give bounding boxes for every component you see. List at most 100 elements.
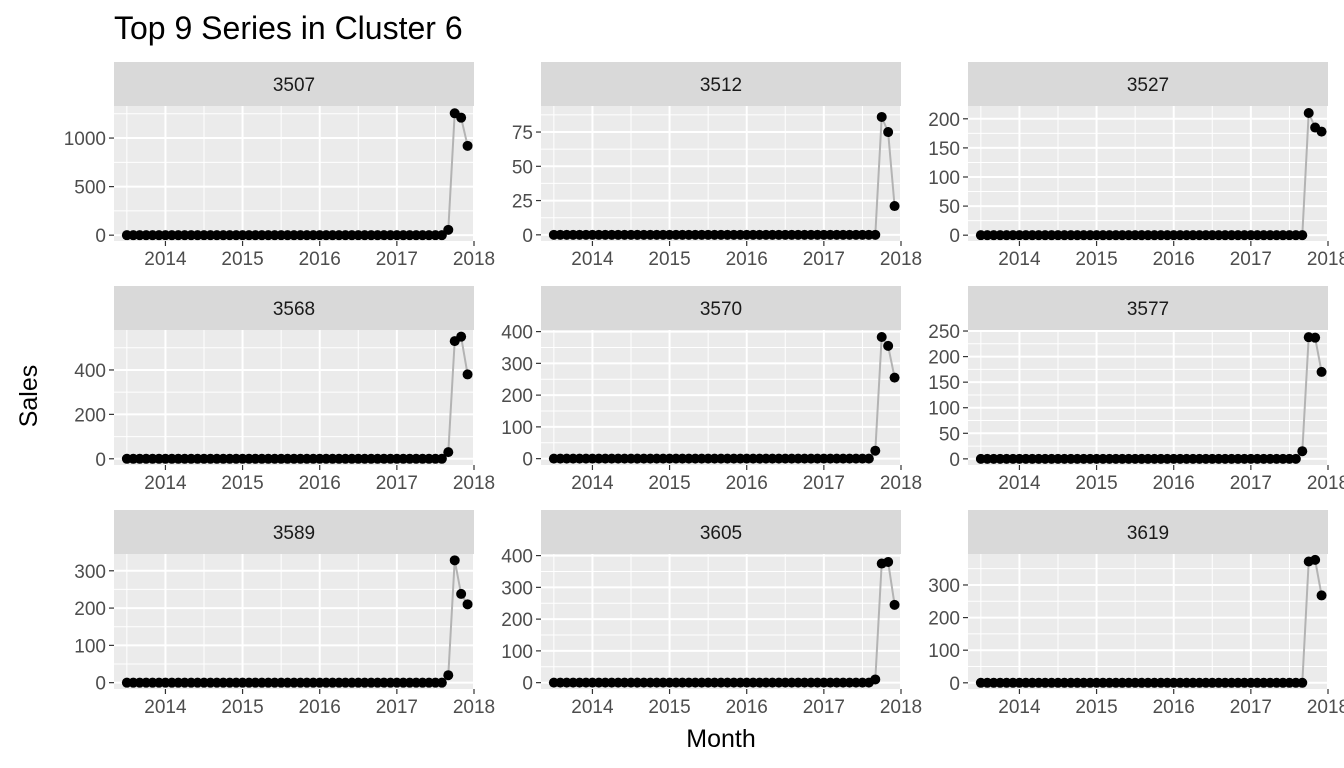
y-tick-label: 100 [501,642,533,663]
y-axis-title: Sales [15,365,43,428]
facet-label-3577: 3577 [1127,299,1169,320]
x-tick-label: 2017 [803,473,845,494]
x-tick-label: 2016 [299,697,341,718]
x-tick-label: 2018 [880,473,922,494]
y-tick-label: 100 [928,168,960,189]
x-tick-label: 2018 [880,697,922,718]
y-tick-label: 0 [522,674,533,695]
data-point [1297,446,1308,457]
y-tick-label: 200 [928,110,960,131]
facet-strip-3619 [968,510,1328,554]
facet-strip-3605 [541,510,901,554]
data-point [870,229,881,240]
data-point [436,677,447,688]
facet-strip-3507 [114,62,474,106]
x-tick-label: 2014 [998,473,1041,494]
data-point [1297,230,1308,241]
facet-label-3619: 3619 [1127,523,1169,544]
x-tick-label: 2015 [1075,697,1117,718]
y-tick-label: 200 [74,599,106,620]
data-point [883,340,894,351]
facet-strip-3527 [968,62,1328,106]
x-tick-label: 2018 [1307,249,1344,270]
x-tick-label: 2017 [376,249,418,270]
y-tick-label: 50 [939,424,960,445]
x-tick-label: 2018 [453,249,495,270]
data-point [1303,107,1314,118]
y-tick-label: 400 [501,323,533,344]
data-point [1316,590,1327,601]
x-tick-label: 2017 [376,473,418,494]
facet-label-3512: 3512 [700,75,742,96]
y-tick-label: 200 [501,386,533,407]
data-point [1316,366,1327,377]
facet-strip-3570 [541,286,901,330]
x-tick-label: 2018 [453,697,495,718]
y-tick-label: 300 [501,354,533,375]
data-point [876,331,887,342]
y-tick-label: 250 [928,322,960,343]
x-tick-label: 2017 [803,249,845,270]
facet-label-3570: 3570 [700,299,742,320]
data-point [456,588,467,599]
x-tick-label: 2016 [1153,249,1195,270]
y-tick-label: 200 [928,348,960,369]
x-tick-label: 2016 [299,473,341,494]
x-tick-label: 2014 [998,697,1041,718]
data-point [870,445,881,456]
data-point [456,331,467,342]
y-tick-label: 100 [928,641,960,662]
data-point [456,112,467,123]
data-point [1316,126,1327,137]
facet-strip-3589 [114,510,474,554]
data-point [443,447,454,458]
y-tick-label: 400 [74,361,106,382]
panel-bg-3619 [968,554,1328,689]
data-point [863,453,874,464]
x-tick-label: 2014 [144,249,187,270]
x-tick-label: 2018 [880,249,922,270]
y-tick-label: 150 [928,373,960,394]
y-tick-label: 400 [501,547,533,568]
y-tick-label: 75 [512,123,533,144]
panel-bg-3589 [114,554,474,689]
data-point [1310,554,1321,565]
y-tick-label: 0 [95,450,106,471]
y-tick-label: 500 [74,178,106,199]
x-tick-label: 2015 [221,249,263,270]
y-tick-label: 1000 [64,129,106,150]
x-tick-label: 2015 [1075,249,1117,270]
y-tick-label: 300 [501,578,533,599]
x-tick-label: 2015 [648,697,690,718]
x-tick-label: 2017 [803,697,845,718]
x-tick-label: 2014 [144,697,187,718]
x-tick-label: 2014 [144,473,187,494]
facet-label-3527: 3527 [1127,75,1169,96]
x-tick-label: 2016 [299,249,341,270]
x-tick-label: 2014 [998,249,1041,270]
x-tick-label: 2018 [1307,697,1344,718]
x-tick-label: 2015 [1075,473,1117,494]
panel-bg-3507 [114,106,474,241]
y-tick-label: 0 [949,674,960,695]
y-tick-label: 0 [522,450,533,471]
data-point [1290,453,1301,464]
y-tick-label: 200 [501,610,533,631]
y-tick-label: 0 [949,226,960,247]
x-tick-label: 2016 [1153,473,1195,494]
y-tick-label: 200 [74,405,106,426]
y-tick-label: 50 [939,197,960,218]
facet-label-3568: 3568 [273,299,315,320]
data-point [1310,332,1321,343]
panel-bg-3577 [968,330,1328,465]
data-point [889,599,900,610]
x-tick-label: 2016 [1153,697,1195,718]
y-tick-label: 200 [928,609,960,630]
panel-bg-3605 [541,554,901,689]
data-point [443,670,454,681]
y-tick-label: 150 [928,139,960,160]
data-point [883,556,894,567]
data-point [436,453,447,464]
panel-bg-3527 [968,106,1328,241]
